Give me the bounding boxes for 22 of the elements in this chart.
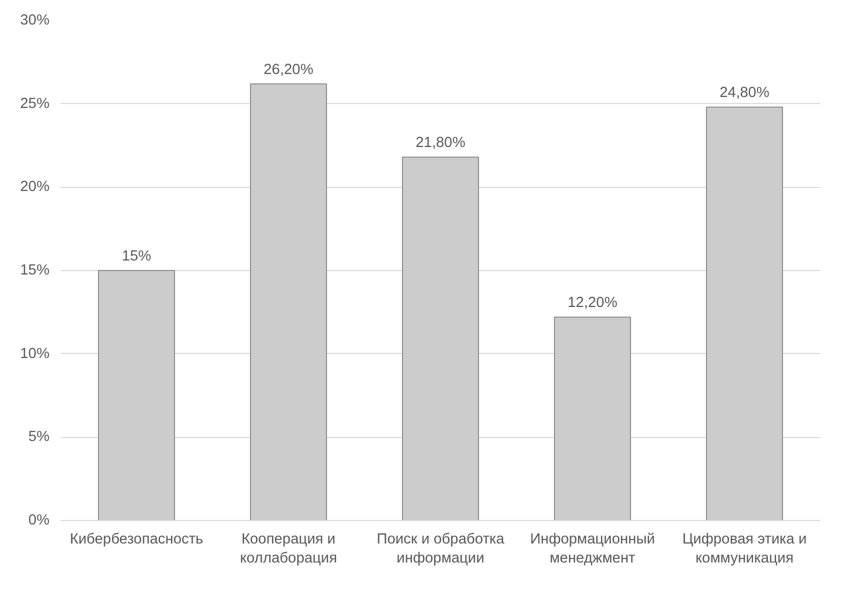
- bar: [402, 156, 479, 520]
- y-tick-label: 25%: [20, 96, 50, 112]
- x-tick-label: Поиск и обработка информации: [376, 532, 506, 567]
- bar: [706, 106, 783, 520]
- x-tick-label: Кибербезопасность: [70, 532, 204, 548]
- bar: [98, 270, 175, 520]
- y-tick-label: 15%: [20, 262, 50, 278]
- y-tick-label: 0%: [28, 512, 50, 528]
- data-label: 15%: [122, 248, 152, 264]
- x-tick-label: Информационный менеджмент: [530, 532, 655, 567]
- data-label: 24,80%: [720, 85, 770, 102]
- data-label: 26,20%: [264, 62, 314, 78]
- y-tick-label: 5%: [28, 429, 50, 446]
- x-tick-label: Цифровая этика и коммуникация: [682, 532, 807, 567]
- bar: [250, 83, 327, 520]
- data-label: 12,20%: [568, 295, 618, 312]
- y-tick-label: 20%: [20, 179, 50, 196]
- x-tick-label: Кооперация и коллаборация: [240, 532, 338, 567]
- data-label: 21,80%: [416, 135, 466, 152]
- y-tick-label: 10%: [20, 346, 50, 362]
- y-tick-label: 30%: [20, 12, 50, 28]
- bar: [554, 316, 631, 520]
